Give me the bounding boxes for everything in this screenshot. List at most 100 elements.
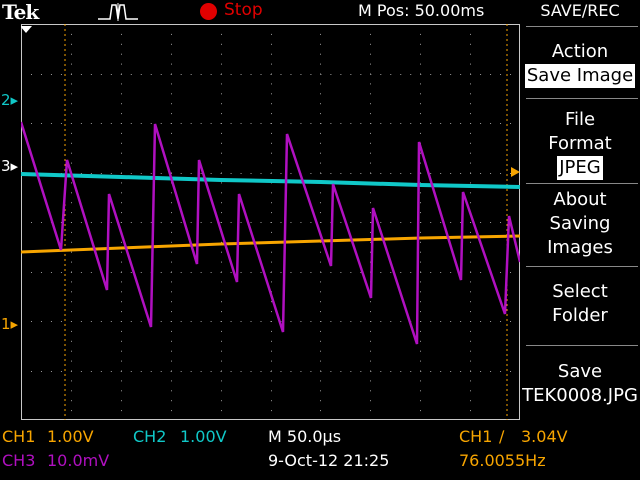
grid-dot [370, 63, 371, 65]
grid-dot [271, 390, 272, 392]
grid-dot [280, 321, 282, 322]
grid-dot [210, 123, 212, 124]
action-menu-button[interactable]: Action Save Image [520, 40, 640, 88]
grid-dot [210, 74, 212, 75]
grid-dot [420, 132, 421, 134]
grid-dot [71, 43, 72, 45]
grid-dot [340, 272, 342, 273]
grid-dot [90, 321, 92, 322]
grid-dot [221, 261, 222, 263]
grid-dot [221, 63, 222, 65]
grid-dot [110, 74, 112, 75]
grid-dot [370, 192, 371, 194]
grid-dot [370, 33, 371, 35]
ch2-ground-marker[interactable]: 2▸ [1, 91, 18, 109]
grid-dot [350, 222, 352, 223]
grid-dot [470, 291, 471, 293]
save-file-button[interactable]: Save TEK0008.JPG [520, 360, 640, 408]
grid-dot [420, 103, 421, 105]
grid-dot [420, 43, 421, 45]
grid-dot [121, 192, 122, 194]
waveform-display[interactable] [21, 24, 520, 420]
grid-dot [420, 271, 421, 273]
grid-dot [260, 321, 262, 322]
grid-dot [171, 311, 172, 313]
grid-dot [171, 212, 172, 214]
grid-dot [230, 74, 232, 75]
grid-dot [221, 113, 222, 115]
grid-dot [420, 241, 421, 243]
grid-dot [370, 73, 371, 75]
grid-dot [420, 311, 421, 313]
grid-dot [470, 33, 471, 35]
grid-dot [380, 173, 382, 174]
grid-dot [221, 400, 222, 402]
grid-dot [260, 222, 262, 223]
grid-dot [510, 272, 512, 273]
grid-dot [370, 390, 371, 392]
grid-dot [350, 321, 352, 322]
grid-dot [221, 321, 222, 322]
grid-dot [320, 340, 321, 342]
grid-dot [190, 173, 192, 174]
grid-dot [171, 73, 172, 75]
grid-dot [490, 222, 492, 223]
grid-dot [470, 261, 471, 263]
grid-dot [470, 350, 471, 352]
file-format-menu-button[interactable]: File Format JPEG [520, 108, 640, 180]
grid-dot [71, 350, 72, 352]
grid-dot [510, 173, 512, 174]
grid-dot [470, 142, 471, 144]
grid-dot [160, 321, 162, 322]
grid-dot [171, 63, 172, 65]
grid-dot [90, 74, 92, 75]
about-saving-images-button[interactable]: About Saving Images [520, 188, 640, 260]
grid-dot [310, 222, 312, 223]
menu-divider [526, 183, 638, 184]
grid-dot [470, 162, 471, 164]
grid-dot [510, 321, 512, 322]
ch3-ground-marker[interactable]: 3▸ [1, 157, 18, 175]
grid-dot [171, 53, 172, 55]
frequency-readout: 76.0055Hz [459, 451, 546, 470]
marker-arrow-icon: ▸ [10, 157, 19, 175]
grid-dot [420, 73, 421, 75]
trigger-level: 3.04V [521, 427, 568, 446]
grid-dot [121, 132, 122, 134]
select-folder-button[interactable]: Select Folder [520, 280, 640, 328]
grid-dot [221, 152, 222, 154]
grid-dot [110, 272, 112, 273]
grid-dot [60, 272, 62, 273]
grid-dot [390, 123, 392, 124]
grid-dot [420, 182, 421, 184]
grid-dot [240, 123, 242, 124]
grid-dot [121, 202, 122, 204]
grid-dot [71, 231, 72, 233]
grid-dot [110, 123, 112, 124]
grid-dot [320, 350, 321, 352]
grid-dot [420, 202, 421, 204]
grid-dot [420, 330, 421, 332]
grid-dot [300, 74, 302, 75]
trigger-source: CH1 [459, 427, 493, 446]
grid-dot [430, 272, 432, 273]
graticule-border [21, 24, 520, 420]
grid-dot [330, 371, 332, 372]
grid-dot [60, 123, 62, 124]
grid-dot [370, 350, 371, 352]
grid-dot [280, 222, 282, 223]
grid-dot [320, 311, 321, 313]
grid-dot [420, 261, 421, 263]
grid-dot [490, 371, 492, 372]
grid-dot [271, 311, 272, 313]
grid-dot [390, 173, 392, 174]
grid-dot [230, 272, 232, 273]
grid-dot [420, 152, 421, 154]
grid-dot [320, 271, 321, 273]
grid-dot [460, 371, 462, 372]
grid-dot [230, 371, 232, 372]
grid-dot [171, 93, 172, 95]
grid-dot [271, 43, 272, 45]
ch1-ground-marker[interactable]: 1▸ [1, 315, 18, 333]
grid-dot [240, 222, 242, 223]
